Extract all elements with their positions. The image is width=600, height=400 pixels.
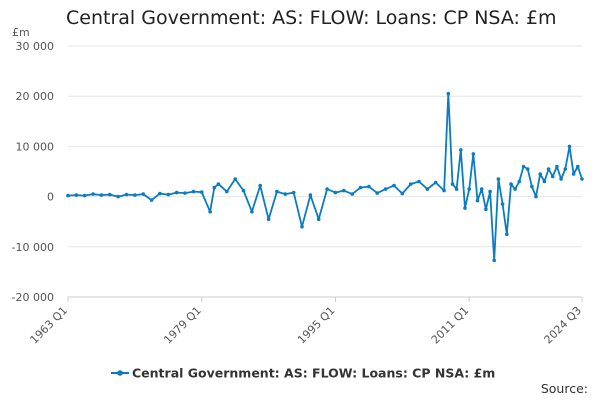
data-point [308,193,313,197]
data-point [316,217,321,221]
data-point [425,187,430,191]
y-tick-label: 30 000 [16,40,55,53]
data-point [233,177,237,181]
data-point [208,209,212,214]
data-point [550,174,555,179]
data-point [450,182,455,186]
data-point [500,202,505,206]
data-point [496,177,501,181]
data-point [199,190,204,194]
data-point [534,194,538,199]
data-point [300,224,304,229]
data-point [216,182,221,186]
data-point [74,193,79,197]
data-point [408,182,413,186]
data-point [149,198,154,202]
data-point [542,179,547,184]
data-point [99,193,104,197]
data-point [517,179,522,184]
data-point [91,192,95,196]
data-point [191,189,196,194]
data-point [513,187,517,191]
data-point [82,193,87,198]
series-line [67,92,583,262]
data-point [141,192,145,196]
legend-label: Central Government: AS: FLOW: Loans: CP … [132,366,495,381]
data-point [525,167,530,171]
data-point [521,164,526,169]
data-point [580,177,584,181]
data-point [66,193,70,198]
data-point [174,190,179,195]
x-tick-label: 1963 Q1 [28,304,71,347]
data-point [108,192,112,197]
data-point [283,192,288,196]
data-point [392,183,396,188]
data-point [509,182,513,186]
data-point [546,167,551,171]
x-tick-label: 2011 Q1 [429,304,472,347]
y-tick-label: -10 000 [12,241,54,254]
data-point [291,190,296,195]
data-point [166,192,171,197]
data-point [479,187,484,191]
data-point [350,192,355,196]
data-point [467,187,472,191]
data-point [505,232,509,237]
data-point [530,184,534,189]
data-point [571,172,576,176]
data-point [471,152,476,156]
y-tick-label: -20 000 [12,291,54,304]
y-axis-unit-label: £m [12,26,30,39]
data-point [555,164,559,169]
data-point [459,148,463,152]
data-point [183,191,187,195]
data-point [463,206,467,210]
data-point [375,191,380,195]
chart-title: Central Government: AS: FLOW: Loans: CP … [66,7,557,29]
data-point [333,190,338,195]
data-point [367,184,371,189]
data-point [383,187,388,191]
data-point [116,194,120,199]
data-point [358,185,363,190]
data-point [417,179,421,184]
data-point [433,180,438,185]
source-label: Source: [540,381,588,396]
data-point [275,189,279,194]
x-tick-label: 1979 Q1 [161,304,204,347]
y-tick-label: 20 000 [16,90,55,103]
data-point [250,209,254,214]
data-point [325,187,329,191]
data-point [484,207,488,211]
y-tick-label: 0 [47,191,54,204]
data-point [133,193,137,197]
data-point [342,188,346,193]
data-point [158,191,162,196]
data-point [563,167,568,171]
legend-marker [117,370,123,376]
data-point [446,91,451,96]
data-point [212,185,217,190]
data-point [124,192,129,197]
data-point [576,164,580,169]
data-point [266,217,271,221]
data-point [567,144,572,149]
data-point [492,258,497,263]
data-point [258,183,263,188]
x-tick-label: 1995 Q1 [295,304,338,347]
data-point [559,177,563,181]
y-tick-label: 10 000 [16,140,55,153]
data-point [475,198,480,203]
x-tick-label: 2024 Q3 [542,304,585,347]
data-point [400,191,405,196]
data-point [488,189,492,194]
data-point [454,187,459,191]
data-point [538,172,542,176]
data-point [225,189,229,194]
data-point [442,188,446,193]
data-point [241,188,246,193]
